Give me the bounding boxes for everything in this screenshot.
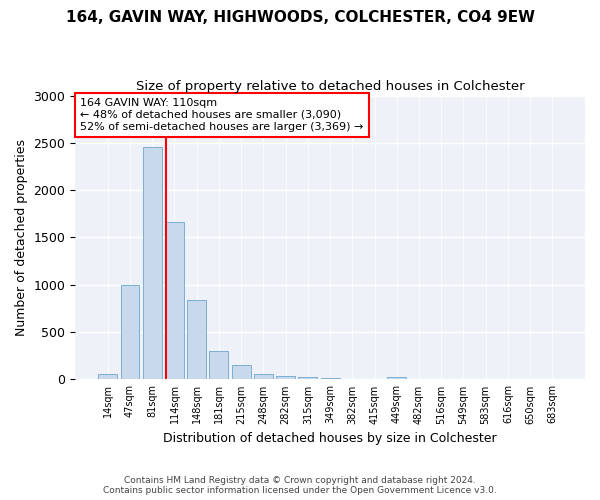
Text: 164, GAVIN WAY, HIGHWOODS, COLCHESTER, CO4 9EW: 164, GAVIN WAY, HIGHWOODS, COLCHESTER, C… — [65, 10, 535, 25]
Bar — [209, 351, 229, 380]
X-axis label: Distribution of detached houses by size in Colchester: Distribution of detached houses by size … — [163, 432, 497, 445]
Bar — [232, 365, 251, 380]
Text: Contains HM Land Registry data © Crown copyright and database right 2024.
Contai: Contains HM Land Registry data © Crown c… — [103, 476, 497, 495]
Bar — [388, 376, 406, 380]
Bar — [143, 146, 161, 380]
Title: Size of property relative to detached houses in Colchester: Size of property relative to detached ho… — [136, 80, 524, 93]
Bar — [276, 376, 295, 380]
Bar — [320, 378, 340, 380]
Bar — [298, 377, 317, 380]
Bar — [254, 374, 273, 380]
Text: 164 GAVIN WAY: 110sqm
← 48% of detached houses are smaller (3,090)
52% of semi-d: 164 GAVIN WAY: 110sqm ← 48% of detached … — [80, 98, 364, 132]
Bar — [187, 300, 206, 380]
Bar — [98, 374, 117, 380]
Bar — [165, 222, 184, 380]
Bar — [121, 285, 139, 380]
Y-axis label: Number of detached properties: Number of detached properties — [15, 139, 28, 336]
